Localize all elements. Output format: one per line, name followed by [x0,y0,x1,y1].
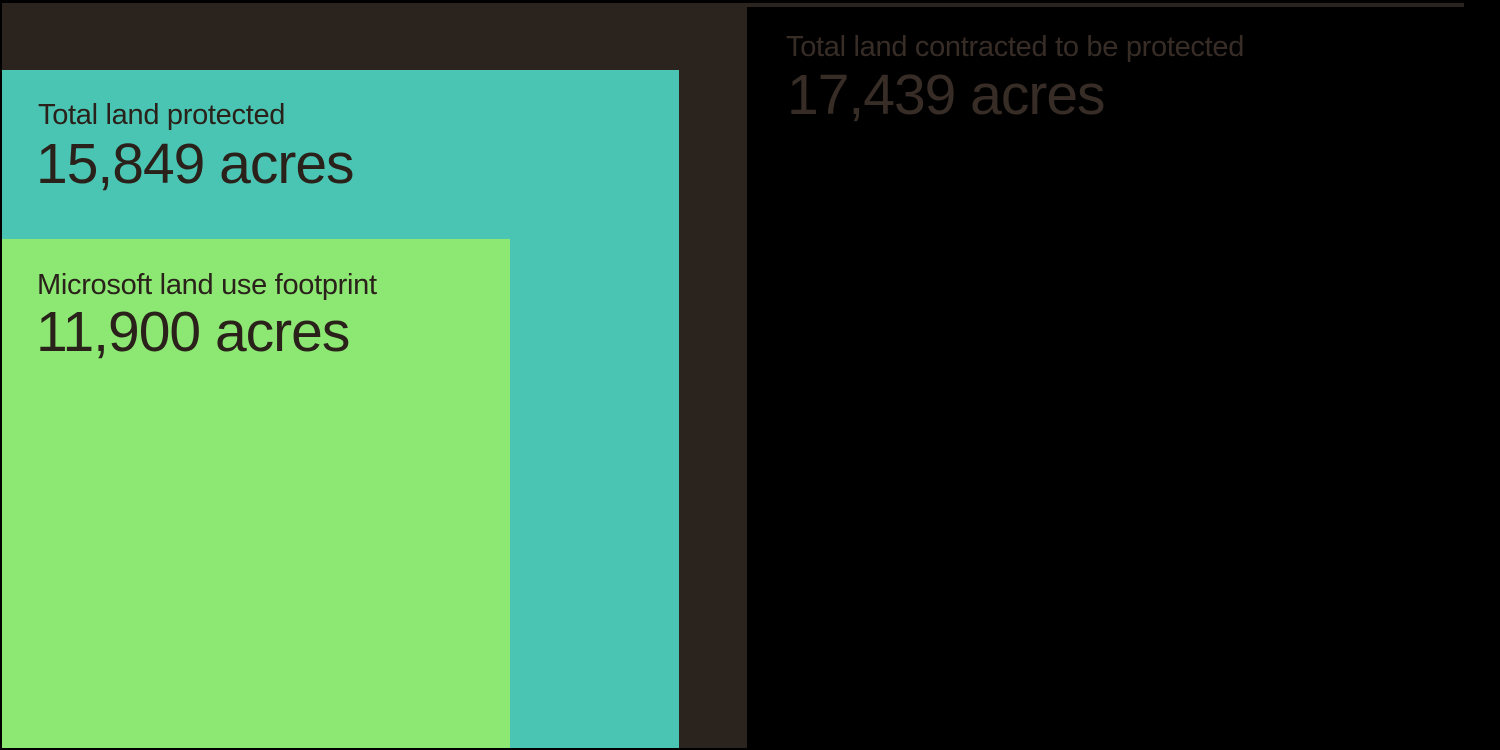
contracted-value: 17,439 acres [787,63,1106,127]
protected-label: Total land protected [38,99,286,131]
contracted-top-rule [747,3,1464,7]
protected-value: 15,849 acres [36,132,355,196]
footprint-label: Microsoft land use footprint [37,269,377,301]
square-microsoft-land-use-footprint [2,239,510,748]
contracted-label: Total land contracted to be protected [786,31,1245,63]
footprint-value: 11,900 acres [36,300,350,364]
